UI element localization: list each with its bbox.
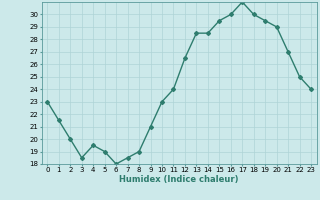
X-axis label: Humidex (Indice chaleur): Humidex (Indice chaleur) bbox=[119, 175, 239, 184]
